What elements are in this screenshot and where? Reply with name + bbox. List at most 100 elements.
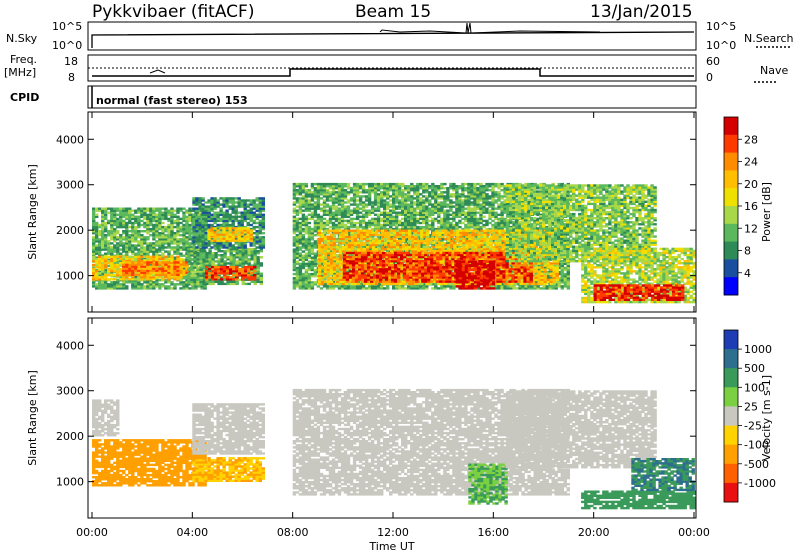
data-cell — [116, 287, 120, 290]
data-cell — [295, 221, 300, 225]
data-cell — [261, 207, 265, 210]
data-cell — [361, 185, 366, 188]
data-cell — [261, 199, 265, 202]
data-cell — [146, 209, 150, 212]
data-cell — [104, 225, 108, 229]
data-cell — [128, 246, 132, 249]
data-cell — [204, 265, 209, 269]
data-cell — [161, 259, 165, 263]
data-cell — [349, 209, 354, 212]
data-cell — [185, 221, 189, 225]
data-cell — [161, 238, 165, 241]
data-cell — [167, 227, 171, 231]
data-cell — [252, 213, 256, 216]
data-cell — [346, 199, 351, 202]
data-cell — [167, 263, 171, 267]
data-cell — [167, 246, 171, 249]
data-cell — [443, 203, 447, 206]
data-cell — [155, 230, 159, 233]
data-cell — [101, 257, 105, 261]
data-cell — [298, 236, 303, 239]
data-cell — [155, 234, 159, 237]
data-cell — [164, 217, 168, 221]
data-cell — [140, 219, 144, 223]
data-cell — [101, 259, 105, 263]
data-cell — [158, 213, 162, 216]
data-cell — [229, 260, 233, 263]
data-cell — [104, 207, 108, 210]
data-cell — [152, 283, 156, 286]
data-cell — [185, 238, 189, 241]
data-cell — [119, 211, 123, 214]
data-cell — [170, 223, 174, 227]
data-cell — [201, 240, 205, 243]
data-cell — [185, 265, 189, 268]
data-cell — [92, 276, 96, 279]
data-cell — [234, 239, 238, 242]
data-cell — [140, 273, 144, 276]
data-cell — [104, 230, 108, 233]
data-cell — [380, 213, 384, 216]
data-cell — [173, 234, 177, 237]
data-cell — [173, 232, 177, 235]
data-cell — [195, 238, 199, 241]
data-cell — [416, 185, 420, 188]
data-cell — [167, 265, 171, 268]
data-cell — [128, 248, 132, 251]
data-cell — [155, 252, 159, 255]
data-cell — [161, 263, 165, 266]
data-cell — [298, 225, 303, 229]
data-cell — [231, 231, 235, 234]
data-cell — [125, 246, 129, 249]
data-cell — [125, 209, 129, 212]
data-cell — [204, 225, 208, 229]
data-cell — [125, 267, 129, 270]
data-cell — [155, 213, 159, 216]
data-cell — [322, 191, 327, 194]
data-cell — [125, 234, 129, 237]
data-cell — [113, 219, 117, 223]
data-cell — [131, 223, 135, 227]
data-cell — [216, 223, 220, 227]
data-cell — [116, 279, 120, 282]
data-cell — [217, 258, 221, 261]
data-cell — [128, 230, 132, 233]
data-cell — [92, 209, 96, 212]
data-cell — [249, 207, 253, 210]
freq-unit-label: [MHz] — [4, 66, 36, 79]
data-cell — [208, 254, 212, 257]
data-cell — [146, 287, 150, 290]
data-cell — [367, 219, 372, 223]
data-cell — [187, 280, 191, 283]
data-cell — [140, 230, 144, 233]
data-cell — [398, 185, 402, 188]
data-cell — [182, 271, 186, 274]
data-cell — [373, 285, 378, 288]
data-cell — [443, 195, 447, 198]
data-cell — [225, 221, 229, 225]
data-cell — [131, 244, 135, 247]
data-cell — [207, 267, 212, 271]
data-cell — [229, 247, 233, 251]
data-cell — [113, 283, 117, 286]
data-cell — [164, 230, 168, 233]
data-cell — [337, 225, 342, 229]
data-cell — [188, 215, 192, 218]
data-cell — [307, 230, 312, 233]
data-cell — [196, 254, 200, 257]
data-cell — [146, 267, 150, 270]
data-cell — [392, 185, 396, 188]
data-cell — [122, 219, 126, 223]
data-cell — [149, 221, 153, 225]
data-cell — [255, 213, 259, 216]
data-cell — [203, 287, 207, 290]
data-cell — [182, 244, 186, 247]
data-cell — [158, 236, 162, 239]
data-cell — [255, 240, 259, 243]
data-cell — [143, 252, 147, 255]
data-cell — [367, 191, 372, 194]
data-cell — [401, 225, 405, 229]
data-cell — [331, 207, 336, 210]
data-cell — [128, 221, 132, 225]
data-cell — [193, 256, 197, 259]
